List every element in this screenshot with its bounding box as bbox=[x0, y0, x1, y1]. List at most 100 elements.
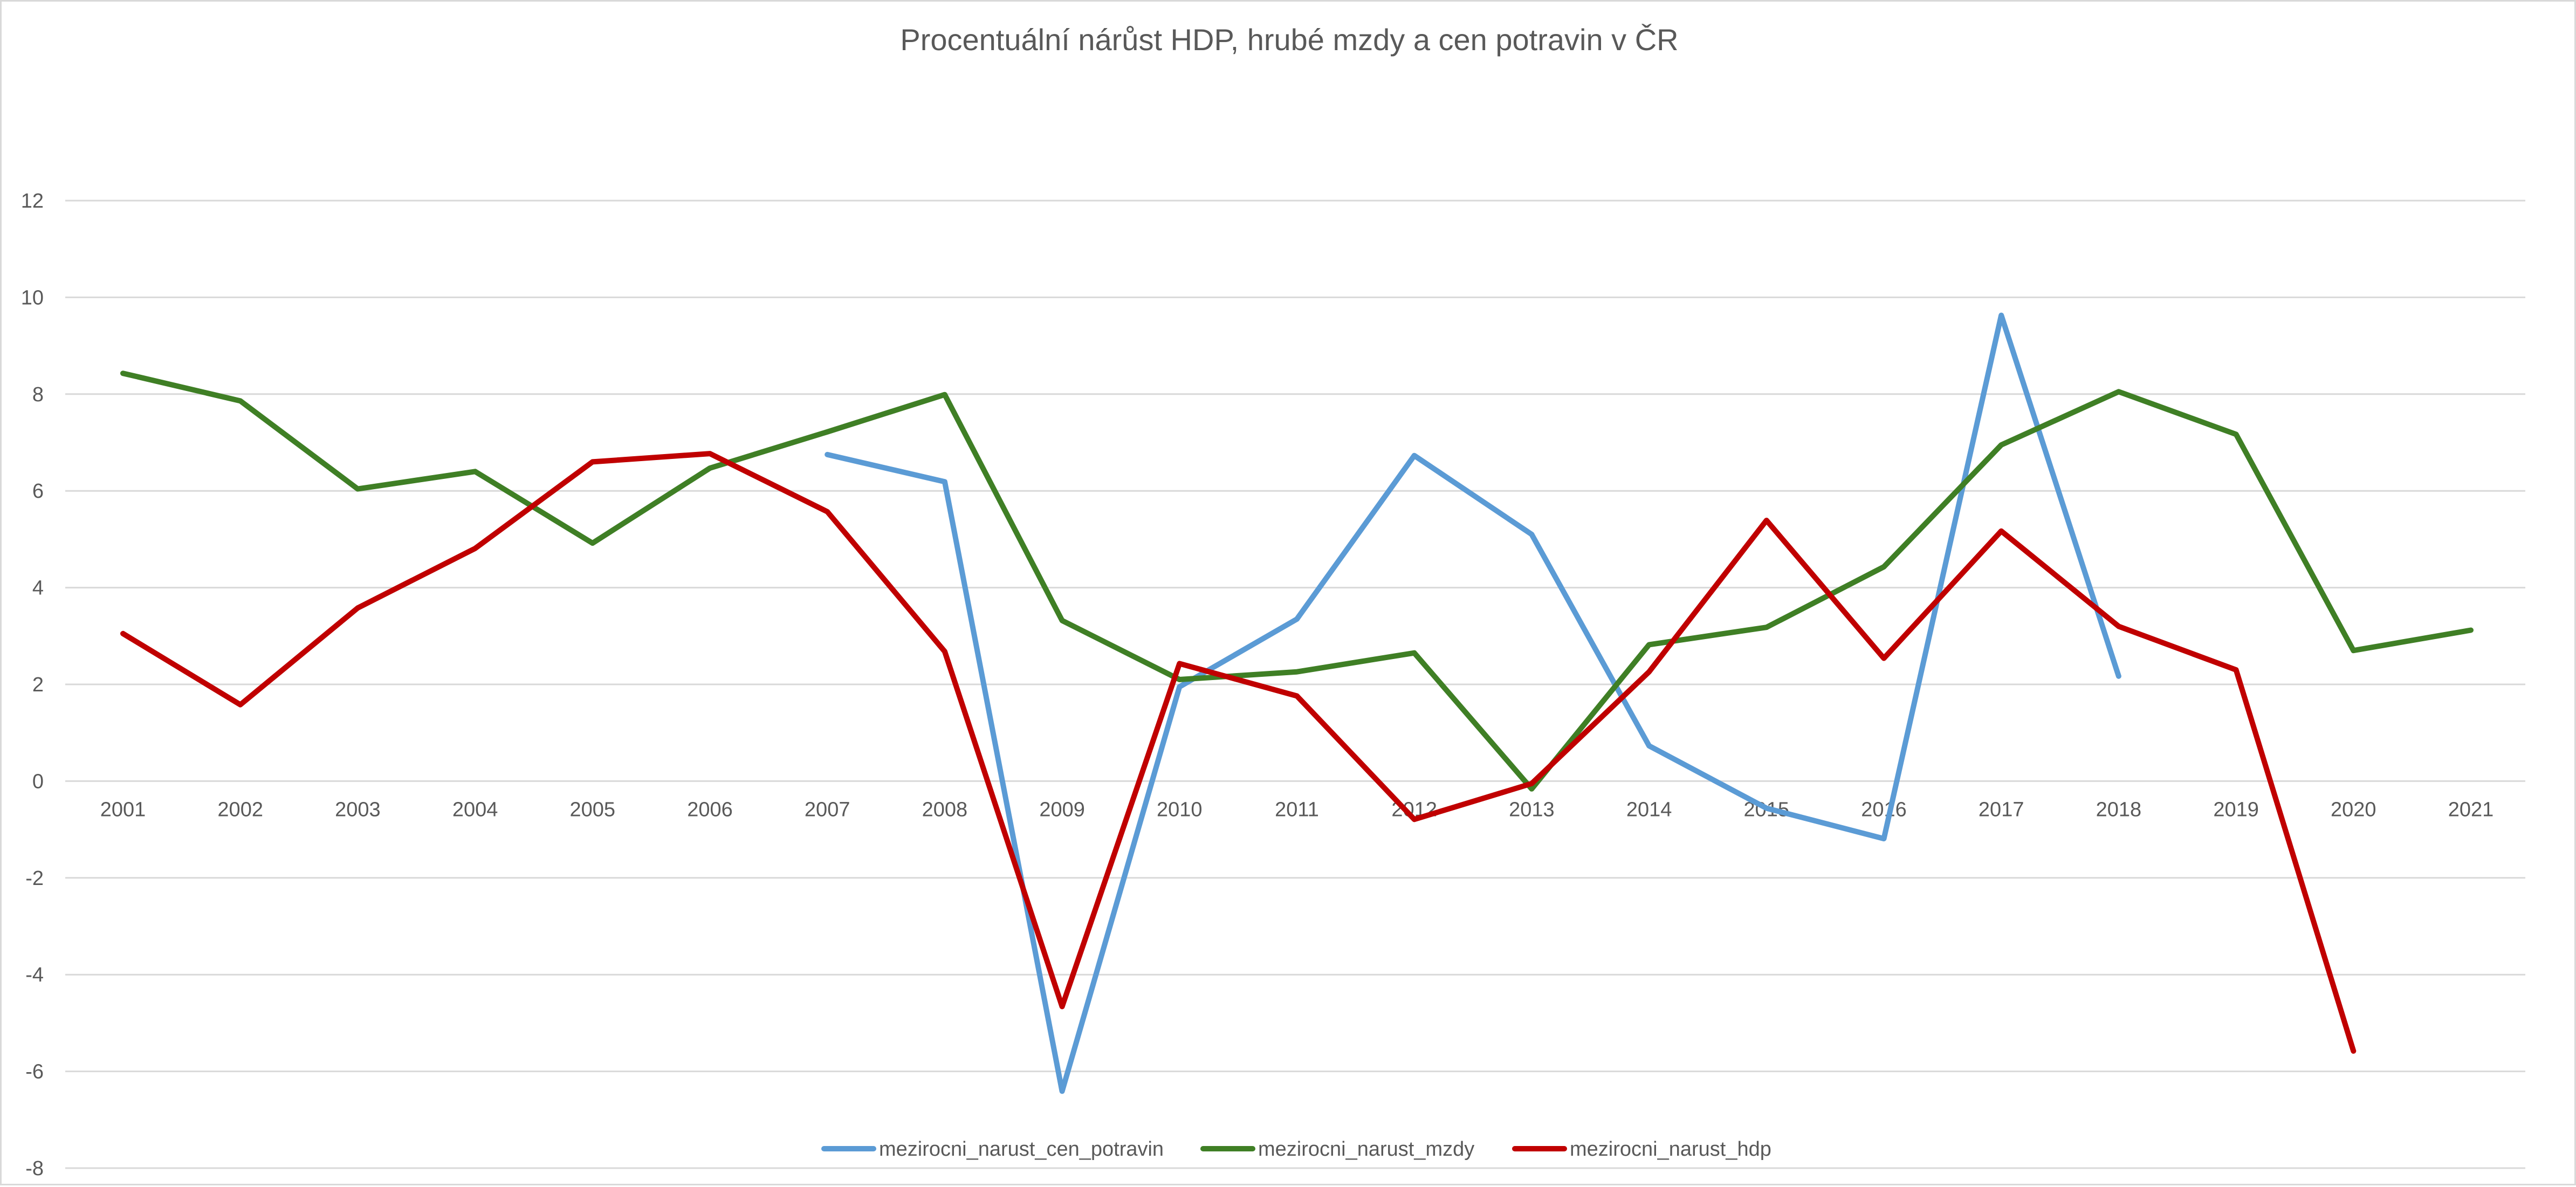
y-tick-label: 4 bbox=[32, 577, 44, 600]
data-point bbox=[1648, 671, 1650, 673]
data-point bbox=[357, 489, 358, 490]
legend-item: mezirocni_narust_hdp bbox=[1512, 1138, 1771, 1161]
data-point bbox=[2118, 676, 2119, 677]
legend-label: mezirocni_narust_cen_potravin bbox=[879, 1138, 1164, 1161]
data-point bbox=[2118, 626, 2119, 627]
data-point bbox=[122, 373, 123, 374]
series-line bbox=[120, 370, 2474, 792]
data-point bbox=[475, 548, 476, 549]
data-point bbox=[2236, 434, 2237, 435]
data-point bbox=[1179, 679, 1180, 680]
data-point bbox=[1179, 686, 1180, 687]
y-tick-label: -8 bbox=[25, 1157, 44, 1180]
data-point bbox=[1766, 808, 1767, 809]
data-point bbox=[592, 543, 593, 544]
y-tick-label: -6 bbox=[25, 1061, 44, 1083]
data-point bbox=[1766, 520, 1767, 521]
x-tick-label: 2004 bbox=[452, 798, 498, 821]
x-tick-label: 2008 bbox=[922, 798, 968, 821]
series-mezirocni_narust_mzdy bbox=[120, 370, 2474, 792]
data-point bbox=[2118, 391, 2119, 392]
chart-title: Procentuální nárůst HDP, hrubé mzdy a ce… bbox=[900, 23, 1678, 57]
data-point bbox=[592, 461, 593, 462]
legend-item: mezirocni_narust_mzdy bbox=[1200, 1138, 1474, 1161]
data-point bbox=[2353, 1051, 2354, 1052]
legend-label: mezirocni_narust_hdp bbox=[1570, 1138, 1771, 1161]
data-point bbox=[2236, 669, 2237, 670]
x-tick-label: 2011 bbox=[1275, 798, 1319, 821]
y-tick-label: -2 bbox=[25, 867, 44, 890]
data-point bbox=[1062, 1090, 1063, 1092]
y-axis-tick-labels: -8 -6 -4 -2 0 2 4 6 8 10 12 bbox=[21, 190, 44, 1180]
legend-label: mezirocni_narust_mzdy bbox=[1258, 1138, 1474, 1161]
series-mezirocni_narust_hdp bbox=[120, 451, 2357, 1054]
data-point bbox=[1414, 819, 1415, 820]
x-tick-label: 2017 bbox=[1979, 798, 2024, 821]
data-point bbox=[1531, 788, 1532, 790]
data-point bbox=[827, 454, 828, 455]
x-tick-label: 2018 bbox=[2096, 798, 2142, 821]
gridlines bbox=[65, 200, 2525, 1169]
data-point bbox=[240, 704, 241, 705]
data-point bbox=[240, 400, 241, 401]
y-tick-label: 12 bbox=[21, 190, 44, 212]
data-point bbox=[944, 651, 945, 652]
series-line bbox=[825, 312, 2121, 1094]
data-point bbox=[1531, 534, 1532, 535]
data-point bbox=[357, 607, 358, 608]
x-tick-label: 2009 bbox=[1039, 798, 1085, 821]
series-lines bbox=[120, 312, 2474, 1094]
data-point bbox=[2001, 531, 2002, 532]
data-point bbox=[1766, 627, 1767, 628]
data-point bbox=[2001, 315, 2002, 316]
x-tick-label: 2013 bbox=[1509, 798, 1555, 821]
y-tick-label: 0 bbox=[32, 770, 44, 793]
x-tick-label: 2010 bbox=[1157, 798, 1203, 821]
data-point bbox=[2470, 630, 2471, 631]
data-point bbox=[1884, 838, 1885, 839]
data-point bbox=[1884, 658, 1885, 659]
x-tick-label: 2007 bbox=[805, 798, 850, 821]
data-point bbox=[2001, 444, 2002, 445]
data-point bbox=[2353, 650, 2354, 651]
data-point bbox=[122, 633, 123, 634]
y-tick-label: 6 bbox=[32, 480, 44, 503]
data-point bbox=[944, 394, 945, 395]
legend: mezirocni_narust_cen_potravin mezirocni_n… bbox=[821, 1138, 1771, 1161]
data-point bbox=[710, 468, 711, 469]
data-point bbox=[710, 453, 711, 454]
series-line bbox=[120, 451, 2357, 1054]
data-point bbox=[1648, 745, 1650, 746]
data-point bbox=[1414, 653, 1415, 654]
x-tick-label: 2001 bbox=[100, 798, 146, 821]
data-point bbox=[1062, 620, 1063, 621]
x-tick-label: 2003 bbox=[335, 798, 381, 821]
data-point bbox=[475, 471, 476, 472]
data-point bbox=[1296, 671, 1297, 673]
x-tick-label: 2005 bbox=[570, 798, 616, 821]
x-tick-label: 2019 bbox=[2213, 798, 2259, 821]
y-tick-label: 2 bbox=[32, 674, 44, 696]
x-axis-tick-labels: 2001 2002 2003 2004 2005 2006 2007 2008 2009 2010… bbox=[100, 798, 2494, 821]
data-point bbox=[1414, 455, 1415, 456]
y-tick-label: 8 bbox=[32, 383, 44, 406]
data-point bbox=[1062, 1006, 1063, 1007]
x-tick-label: 2006 bbox=[687, 798, 733, 821]
data-point bbox=[1296, 619, 1297, 620]
data-point bbox=[1648, 644, 1650, 645]
legend-item: mezirocni_narust_cen_potravin bbox=[821, 1138, 1164, 1161]
x-tick-label: 2016 bbox=[1861, 798, 1907, 821]
x-tick-label: 2002 bbox=[217, 798, 263, 821]
y-tick-label: -4 bbox=[25, 964, 44, 986]
x-tick-label: 2021 bbox=[2448, 798, 2494, 821]
data-point bbox=[944, 481, 945, 482]
data-point bbox=[827, 431, 828, 433]
y-tick-label: 10 bbox=[21, 286, 44, 309]
x-tick-label: 2020 bbox=[2331, 798, 2376, 821]
data-point bbox=[1884, 566, 1885, 567]
data-point bbox=[1296, 696, 1297, 697]
series-mezirocni_narust_cen_potravin bbox=[825, 312, 2121, 1094]
x-tick-label: 2014 bbox=[1626, 798, 1672, 821]
